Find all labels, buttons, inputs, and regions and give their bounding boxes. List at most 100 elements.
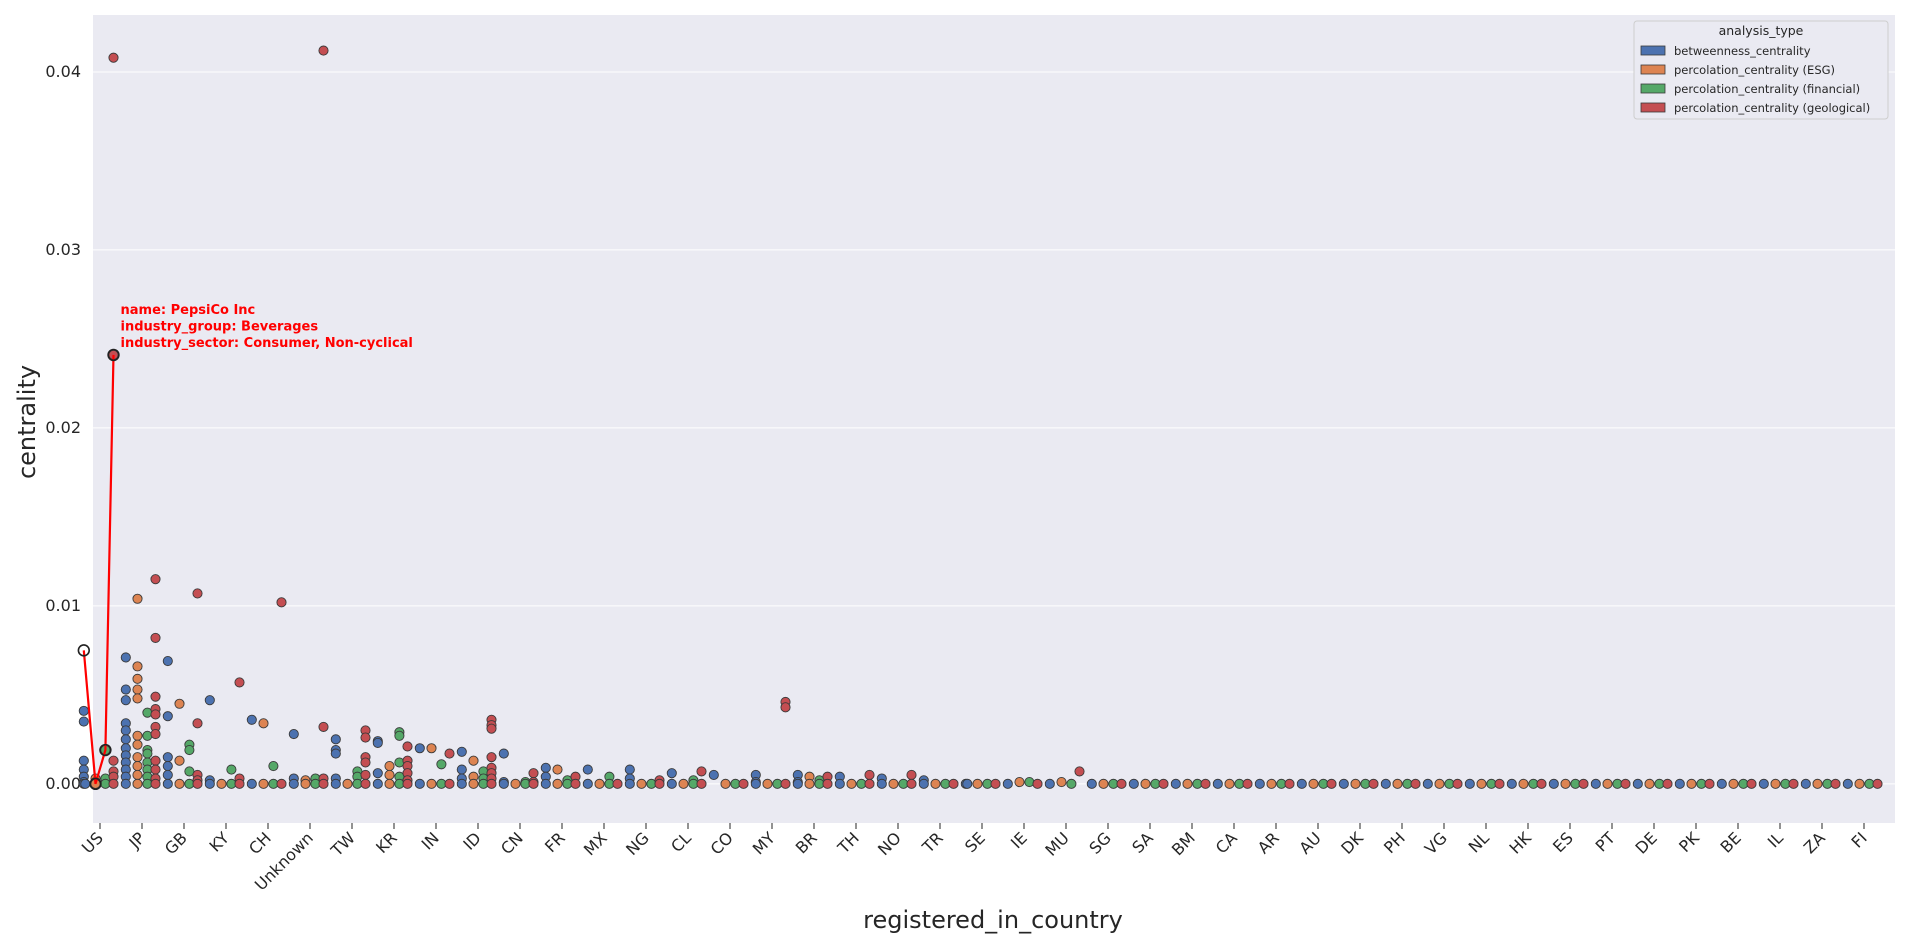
data-point (162, 760, 173, 772)
data-point (78, 755, 89, 766)
data-point (330, 748, 341, 759)
data-point (120, 684, 131, 695)
data-point (142, 730, 153, 741)
data-point (612, 778, 623, 789)
data-point (528, 778, 539, 789)
data-point (1074, 766, 1085, 777)
x-tick-label: ES (1549, 828, 1577, 856)
data-point (132, 752, 143, 763)
data-point (962, 778, 973, 789)
x-tick-label: IN (418, 828, 443, 853)
data-point (1032, 778, 1043, 789)
data-point (108, 755, 119, 766)
data-point (1746, 778, 1757, 789)
x-tick-label: KR (372, 828, 401, 857)
x-tick-label: MX (580, 828, 611, 859)
data-point (570, 778, 581, 789)
data-point (552, 764, 563, 775)
data-point (624, 778, 635, 789)
y-tick-label: 0.02 (45, 418, 81, 437)
data-point (582, 778, 593, 789)
data-point (1716, 778, 1727, 789)
data-point (150, 755, 161, 766)
data-point (1506, 778, 1517, 789)
data-point (456, 746, 467, 757)
x-tick-label: VG (1421, 828, 1451, 858)
data-point (864, 769, 875, 780)
data-point (1602, 778, 1613, 789)
x-tick-label: CL (667, 828, 695, 856)
data-point (234, 778, 245, 789)
data-point (594, 778, 605, 789)
data-point (330, 734, 341, 745)
data-point (246, 714, 257, 725)
data-point (300, 778, 311, 789)
data-point (1632, 778, 1643, 789)
x-tick-label: AR (1254, 828, 1283, 857)
data-point (426, 778, 437, 789)
data-point (246, 778, 257, 789)
x-tick-label: CN (497, 828, 527, 858)
data-point (120, 725, 131, 736)
data-point (192, 778, 203, 789)
data-point (1728, 778, 1739, 789)
data-point (1350, 778, 1361, 789)
highlight-line (82, 354, 115, 785)
data-point (1560, 778, 1571, 789)
legend: analysis_type betweenness_centralityperc… (1633, 20, 1889, 120)
data-point (120, 652, 131, 663)
data-point (174, 698, 185, 709)
legend-box (1633, 20, 1889, 120)
data-point (372, 778, 383, 789)
data-point (132, 673, 143, 684)
x-tick-label: NG (622, 828, 653, 859)
data-point (1872, 778, 1883, 789)
data-point (234, 677, 245, 688)
data-point (654, 778, 665, 789)
x-tick-label: BM (1168, 828, 1199, 859)
data-point (1842, 778, 1853, 789)
data-point (780, 702, 791, 713)
data-point (132, 661, 143, 672)
data-point (360, 769, 371, 780)
x-tick-label: CH (245, 828, 275, 858)
data-point (918, 778, 929, 789)
data-point (150, 778, 161, 789)
data-point (360, 778, 371, 789)
data-point (1128, 778, 1139, 789)
data-point (528, 768, 539, 779)
legend-swatch (1640, 102, 1666, 113)
data-point (1590, 778, 1601, 789)
legend-title: analysis_type (1719, 23, 1804, 38)
data-point (1326, 778, 1337, 789)
x-tick-label: FR (541, 828, 569, 856)
data-point (1066, 778, 1077, 789)
data-point (1476, 778, 1487, 789)
data-point (78, 716, 89, 727)
data-point (258, 778, 269, 789)
data-point (792, 778, 803, 789)
data-point (1056, 777, 1067, 788)
x-tick-label: PK (1675, 828, 1703, 856)
data-point (486, 752, 497, 763)
x-tick-label: NL (1465, 828, 1493, 856)
data-point (510, 778, 521, 789)
data-point (552, 778, 563, 789)
data-point (120, 734, 131, 745)
data-point (540, 778, 551, 789)
data-point (414, 743, 425, 754)
data-point (834, 778, 845, 789)
data-point (288, 778, 299, 789)
data-point (1392, 778, 1403, 789)
data-point (142, 748, 153, 759)
data-point (150, 709, 161, 720)
data-point (384, 760, 395, 772)
data-point (226, 764, 237, 775)
data-point (436, 759, 447, 770)
data-point (258, 718, 269, 729)
data-point (1170, 778, 1181, 789)
data-point (1644, 778, 1655, 789)
data-point (498, 778, 509, 789)
